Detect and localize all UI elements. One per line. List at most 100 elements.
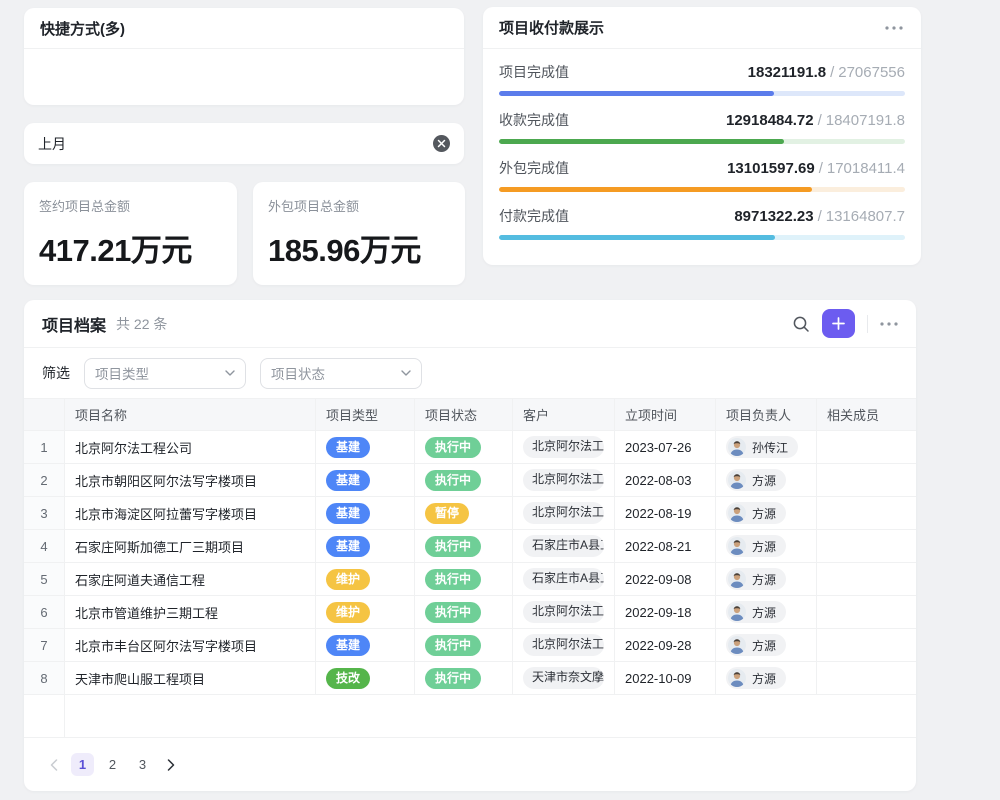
customer-cell: 北京阿尔法工程公司 [513, 431, 615, 464]
record-count: 共 22 条 [116, 315, 168, 332]
stat-card-outsourced-total: 外包项目总金额 185.96万元 [253, 182, 465, 285]
owner-name: 方源 [752, 506, 777, 521]
filter-label: 筛选 [42, 365, 70, 381]
more-icon[interactable] [883, 22, 905, 34]
status-badge: 执行中 [425, 436, 482, 458]
project-name-cell[interactable]: 北京阿尔法工程公司 [65, 431, 316, 464]
archive-card: 项目档案 共 22 条 筛选 项目类型 项目状态 项目名称 项目类 [24, 300, 916, 791]
progress-total: 18407191.8 [825, 112, 905, 129]
project-name-cell[interactable]: 北京市丰台区阿尔法写字楼项目 [65, 629, 316, 662]
owner-name: 孙传江 [752, 440, 789, 455]
stat-label: 外包项目总金额 [268, 199, 360, 214]
page-button-2[interactable]: 2 [108, 757, 117, 772]
table-row[interactable]: 8 天津市爬山服工程项目 技改 执行中 天津市奈文摩尔 2022-10-09 方… [24, 662, 916, 695]
progress-list: 项目完成值 18321191.8/27067556 收款完成值 12918484… [483, 49, 921, 240]
members-cell [817, 530, 916, 563]
owner-name: 方源 [752, 638, 777, 653]
progress-track [499, 139, 905, 144]
select-project-type[interactable]: 项目类型 [84, 357, 246, 389]
avatar [728, 669, 746, 687]
next-page-icon[interactable] [161, 753, 181, 776]
members-cell [817, 464, 916, 497]
select-placeholder: 项目类型 [95, 367, 149, 382]
select-placeholder: 项目状态 [271, 367, 325, 382]
table-row[interactable]: 4 石家庄阿斯加德工厂三期项目 基建 执行中 石家庄市A县工厂 2022-08-… [24, 530, 916, 563]
row-index: 3 [24, 497, 65, 530]
row-index: 7 [24, 629, 65, 662]
table-row[interactable]: 2 北京市朝阳区阿尔法写字楼项目 基建 执行中 北京阿尔法工程公司 2022-0… [24, 464, 916, 497]
members-cell [817, 431, 916, 464]
project-status-cell: 执行中 [415, 629, 513, 662]
page-button-3[interactable]: 3 [138, 757, 147, 772]
chevron-down-icon [225, 370, 235, 376]
table-row[interactable]: 6 北京市管道维护三期工程 维护 执行中 北京阿尔法工程公司 2022-09-1… [24, 596, 916, 629]
project-name-cell[interactable]: 北京市管道维护三期工程 [65, 596, 316, 629]
customer-pill: 北京阿尔法工程公司 [523, 634, 604, 656]
customer-cell: 北京阿尔法工程公司 [513, 629, 615, 662]
project-type-cell: 基建 [316, 464, 415, 497]
row-index: 6 [24, 596, 65, 629]
empty-index-cell [24, 695, 65, 737]
members-cell [817, 596, 916, 629]
start-date-cell: 2022-09-08 [615, 563, 716, 596]
table-row[interactable]: 7 北京市丰台区阿尔法写字楼项目 基建 执行中 北京阿尔法工程公司 2022-0… [24, 629, 916, 662]
avatar [728, 504, 746, 522]
col-project-name: 项目名称 [65, 398, 316, 431]
row-index: 4 [24, 530, 65, 563]
project-name-cell[interactable]: 石家庄阿道夫通信工程 [65, 563, 316, 596]
project-type-cell: 维护 [316, 596, 415, 629]
archive-card-title: 项目档案 [42, 317, 107, 335]
owner-pill: 方源 [726, 667, 787, 689]
quick-filter-bar[interactable]: 上月 [24, 123, 464, 164]
customer-cell: 北京阿尔法工程公司 [513, 497, 615, 530]
owner-cell: 孙传江 [716, 431, 817, 464]
project-name-cell[interactable]: 北京市朝阳区阿尔法写字楼项目 [65, 464, 316, 497]
avatar [728, 537, 746, 555]
more-icon[interactable] [880, 321, 898, 326]
owner-pill: 方源 [726, 568, 787, 590]
project-name-cell[interactable]: 北京市海淀区阿拉蕾写字楼项目 [65, 497, 316, 530]
stat-value: 417.21万元 [39, 233, 192, 268]
customer-cell: 北京阿尔法工程公司 [513, 464, 615, 497]
page-button-1[interactable]: 1 [71, 753, 94, 776]
avatar [728, 438, 746, 456]
owner-name: 方源 [752, 605, 777, 620]
progress-label: 项目完成值 [499, 64, 569, 80]
clear-filter-icon[interactable] [433, 135, 450, 152]
row-index: 1 [24, 431, 65, 464]
progress-separator: / [817, 112, 822, 129]
project-name-cell[interactable]: 石家庄阿斯加德工厂三期项目 [65, 530, 316, 563]
project-type-cell: 维护 [316, 563, 415, 596]
owner-name: 方源 [752, 671, 777, 686]
project-name-cell[interactable]: 天津市爬山服工程项目 [65, 662, 316, 695]
avatar [728, 471, 746, 489]
add-record-button[interactable] [822, 309, 855, 338]
col-project-status: 项目状态 [415, 398, 513, 431]
progress-row: 付款完成值 8971322.23/13164807.7 [499, 206, 905, 240]
table-row[interactable]: 1 北京阿尔法工程公司 基建 执行中 北京阿尔法工程公司 2023-07-26 … [24, 431, 916, 464]
type-badge: 维护 [326, 568, 371, 590]
table-row[interactable]: 5 石家庄阿道夫通信工程 维护 执行中 石家庄市A县工厂 2022-09-08 … [24, 563, 916, 596]
customer-pill: 北京阿尔法工程公司 [523, 601, 604, 623]
type-badge: 技改 [326, 667, 371, 689]
payments-card: 项目收付款展示 项目完成值 18321191.8/27067556 收款完成值 … [483, 7, 921, 265]
project-status-cell: 执行中 [415, 563, 513, 596]
start-date-cell: 2022-09-18 [615, 596, 716, 629]
select-project-status[interactable]: 项目状态 [260, 357, 422, 389]
progress-separator: / [830, 64, 835, 81]
prev-page-icon[interactable] [44, 753, 64, 776]
owner-name: 方源 [752, 572, 777, 587]
progress-fill [499, 187, 812, 192]
owner-pill: 方源 [726, 601, 787, 623]
members-cell [817, 629, 916, 662]
customer-pill: 石家庄市A县工厂 [523, 535, 604, 557]
row-index: 8 [24, 662, 65, 695]
progress-value: 8971322.23 [734, 208, 814, 225]
owner-name: 方源 [752, 539, 777, 554]
project-status-cell: 执行中 [415, 596, 513, 629]
search-icon[interactable] [792, 315, 810, 333]
table-row[interactable]: 3 北京市海淀区阿拉蕾写字楼项目 基建 暂停 北京阿尔法工程公司 2022-08… [24, 497, 916, 530]
chevron-down-icon [401, 370, 411, 376]
stat-value: 185.96万元 [268, 233, 421, 268]
